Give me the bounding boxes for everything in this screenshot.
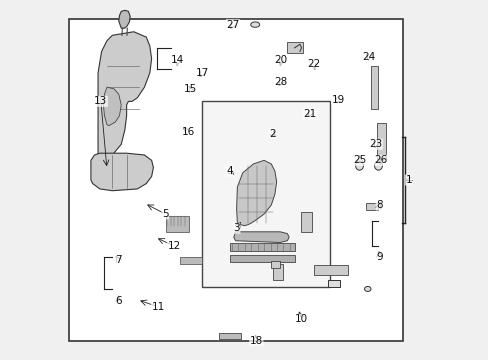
Bar (377, 123, 386, 158)
Text: 7: 7 (115, 255, 122, 265)
Text: 22: 22 (306, 59, 320, 69)
Text: 21: 21 (303, 109, 316, 119)
Text: 9: 9 (375, 252, 382, 262)
Text: 19: 19 (331, 95, 345, 105)
Bar (300, 212, 311, 232)
Bar (271, 261, 280, 267)
Bar (201, 102, 329, 287)
Polygon shape (233, 232, 288, 243)
Bar (165, 216, 189, 232)
Text: 14: 14 (171, 55, 184, 65)
Bar (230, 243, 294, 251)
Ellipse shape (355, 161, 363, 170)
Polygon shape (91, 153, 153, 191)
Text: 27: 27 (226, 19, 239, 30)
Text: 16: 16 (182, 127, 195, 137)
Text: 4: 4 (226, 166, 232, 176)
Bar (370, 66, 378, 109)
Bar (327, 280, 339, 287)
Ellipse shape (364, 287, 370, 292)
Bar (230, 255, 294, 262)
Polygon shape (119, 10, 130, 28)
Text: 15: 15 (183, 84, 197, 94)
Text: 28: 28 (274, 77, 287, 87)
Text: 10: 10 (294, 314, 307, 324)
Text: 3: 3 (233, 223, 240, 233)
Text: 25: 25 (352, 156, 366, 165)
Bar (180, 257, 201, 264)
Text: 26: 26 (374, 156, 387, 165)
Text: 2: 2 (268, 129, 275, 139)
Text: 13: 13 (94, 96, 107, 107)
Text: 6: 6 (115, 296, 122, 306)
Ellipse shape (250, 22, 259, 27)
Text: 23: 23 (368, 139, 382, 149)
Bar (219, 333, 241, 339)
Text: 24: 24 (362, 52, 375, 62)
Bar (272, 264, 283, 280)
Polygon shape (103, 87, 121, 126)
Text: 12: 12 (167, 241, 181, 251)
Text: 8: 8 (375, 200, 382, 210)
Text: 20: 20 (274, 55, 287, 65)
Polygon shape (98, 32, 151, 162)
Text: 17: 17 (196, 68, 209, 78)
Polygon shape (236, 160, 276, 226)
Text: 18: 18 (249, 336, 263, 346)
Bar (365, 203, 378, 210)
Text: 1: 1 (405, 175, 411, 185)
Text: 11: 11 (151, 302, 164, 312)
Bar (287, 42, 303, 53)
Ellipse shape (374, 161, 382, 170)
Text: 5: 5 (162, 209, 168, 219)
Bar (313, 265, 347, 275)
